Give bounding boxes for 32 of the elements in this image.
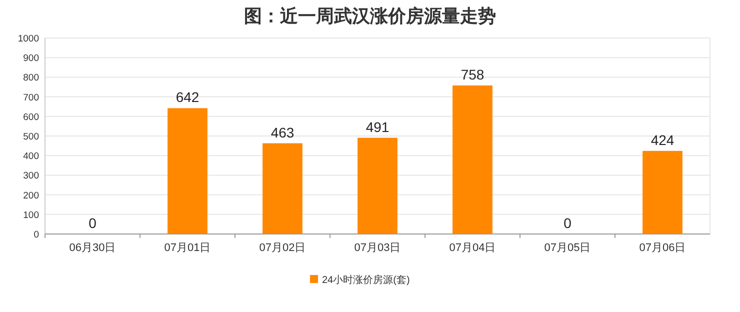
x-tick-label: 07月03日 [354,242,401,254]
x-tick-label: 07月02日 [259,242,306,254]
data-label: 424 [650,132,674,148]
x-tick-label: 07月01日 [164,242,211,254]
data-label: 0 [564,215,572,231]
data-label: 0 [88,215,97,231]
y-tick-label: 500 [23,132,39,142]
data-label: 758 [460,66,484,82]
x-tick-label: 07月04日 [449,242,496,254]
bar [642,150,682,234]
bar [168,108,208,234]
legend-label: 24小时涨价房源(套) [322,274,410,286]
y-tick-label: 900 [23,53,39,64]
y-tick-label: 800 [23,72,39,84]
data-label: 642 [176,89,200,106]
x-tick-label: 07月06日 [639,242,686,254]
chart-title: 图：近一周武汉涨价房源量走势 [244,6,496,26]
data-label: 491 [366,118,390,135]
y-tick-label: 0 [34,230,39,240]
y-tick-label: 400 [23,151,39,162]
data-label: 463 [270,124,294,140]
y-tick-label: 100 [23,210,39,221]
y-tick-label: 300 [23,170,39,182]
y-tick-label: 700 [23,92,39,104]
bar [358,138,398,234]
x-tick-label: 07月05日 [544,242,591,254]
x-tick-label: 06月30日 [69,242,116,254]
bar [452,85,492,234]
bar [262,143,302,234]
y-tick-label: 1000 [18,34,39,44]
y-tick-label: 200 [23,190,39,202]
y-tick-label: 600 [23,112,39,123]
